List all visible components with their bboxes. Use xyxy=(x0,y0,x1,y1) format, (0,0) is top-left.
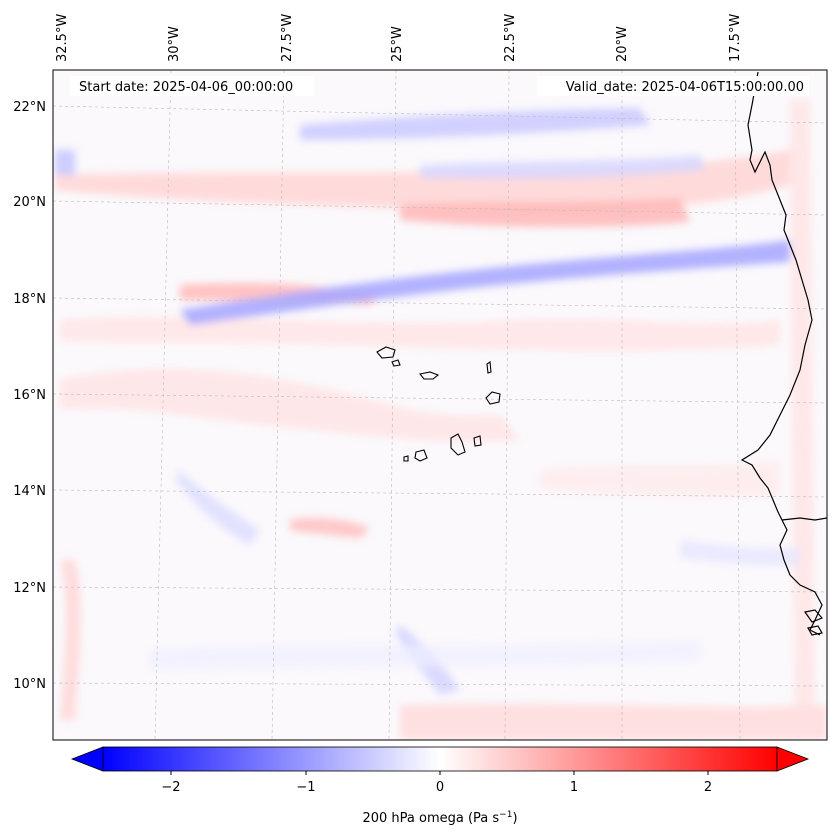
maio xyxy=(473,435,482,447)
valid-date-box: Valid_date: 2025-04-06T15:00:00.00 xyxy=(537,76,809,96)
bissagos-coast xyxy=(803,609,824,636)
start-date-box: Start date: 2025-04-06_00:00:00 xyxy=(70,76,314,96)
colorbar-tick-neg2: −2 xyxy=(161,780,180,795)
sao-vicente xyxy=(391,359,401,367)
colorbar: −2 −1 0 1 2 200 hPa omega (Pa s−1) xyxy=(70,746,810,826)
colorbar-extend-min xyxy=(70,746,104,772)
lon-label-27-5w: 27.5°W xyxy=(280,14,295,62)
fogo xyxy=(414,449,428,462)
map-frame xyxy=(52,69,828,741)
santiago xyxy=(450,433,466,456)
santo-antao xyxy=(376,346,396,359)
colorbar-gradient xyxy=(102,746,778,772)
colorbar-tick-1: 1 xyxy=(570,780,578,795)
map-panel xyxy=(53,70,827,740)
sal xyxy=(486,361,492,374)
lat-label-12n: 12°N xyxy=(13,581,46,596)
lat-label-22n: 22°N xyxy=(13,100,46,115)
lon-label-30w: 30°W xyxy=(167,26,182,62)
africa-coastline xyxy=(740,71,823,636)
lat-label-20n: 20°N xyxy=(13,195,46,210)
coastlines xyxy=(740,71,827,636)
graticule xyxy=(53,70,827,740)
brava xyxy=(403,455,409,462)
lat-label-18n: 18°N xyxy=(13,292,46,307)
lon-label-22-5w: 22.5°W xyxy=(503,14,518,62)
lon-label-17-5w: 17.5°W xyxy=(728,14,743,62)
lon-label-20w: 20°W xyxy=(615,26,630,62)
lat-label-16n: 16°N xyxy=(13,388,46,403)
cape-verde-islands xyxy=(376,346,501,462)
colorbar-tick-neg1: −1 xyxy=(296,780,315,795)
longitude-labels: 32.5°W 30°W 27.5°W 25°W 22.5°W 20°W 17.5… xyxy=(55,14,743,62)
latitude-labels: 22°N 20°N 18°N 16°N 14°N 12°N 10°N xyxy=(13,100,46,692)
lon-label-25w: 25°W xyxy=(390,26,405,62)
start-date-label: Start date: 2025-04-06_00:00:00 xyxy=(79,80,293,95)
lat-label-10n: 10°N xyxy=(13,677,46,692)
colorbar-tick-0: 0 xyxy=(436,780,444,795)
lat-label-14n: 14°N xyxy=(13,484,46,499)
boa-vista xyxy=(485,391,501,405)
colorbar-tick-2: 2 xyxy=(704,780,712,795)
valid-date-label: Valid_date: 2025-04-06T15:00:00.00 xyxy=(566,80,804,95)
gambia-coast xyxy=(781,517,827,521)
sao-nicolau xyxy=(419,371,440,380)
lon-label-32-5w: 32.5°W xyxy=(55,14,70,62)
colorbar-ticks xyxy=(170,771,709,775)
colorbar-extend-max xyxy=(776,746,810,772)
colorbar-label: 200 hPa omega (Pa s−1) xyxy=(362,810,517,826)
